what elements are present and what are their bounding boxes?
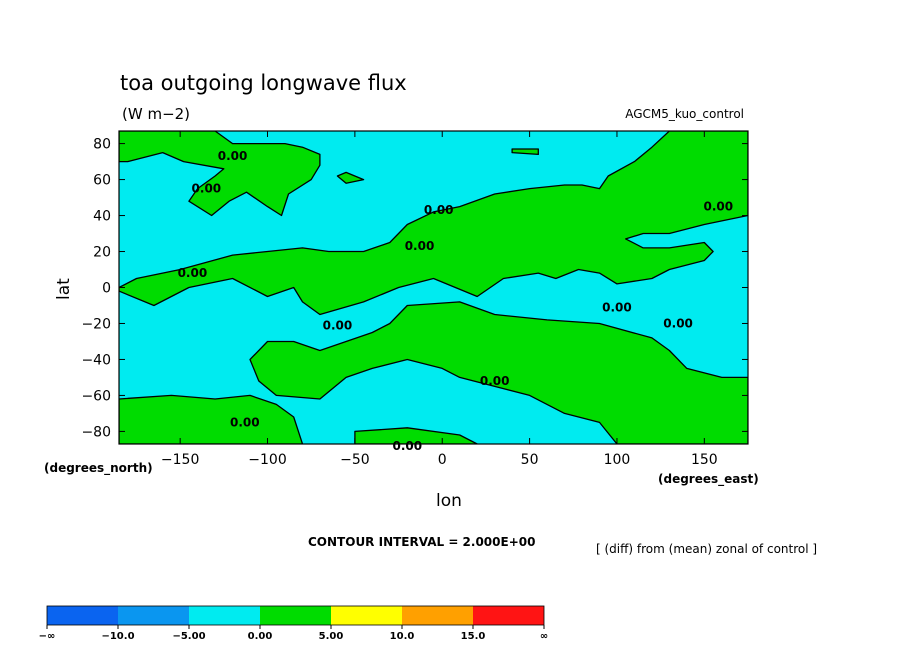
y-axis-label: lat	[54, 278, 74, 300]
x-units-label: (degrees_east)	[658, 472, 759, 487]
y-tick-label: −20	[81, 316, 111, 332]
positive-region-5	[336, 171, 365, 184]
legend-label: 5.00	[319, 631, 344, 642]
contour-label-2: 0.00	[178, 266, 208, 280]
contour-label-7: 0.00	[480, 374, 510, 388]
legend-swatch	[473, 606, 544, 625]
chart-units: (W m−2)	[122, 105, 190, 123]
positive-region-1	[119, 131, 748, 316]
contour-label-0: 0.00	[218, 149, 248, 163]
x-tick-label: 100	[604, 452, 631, 468]
legend-label: −5.00	[172, 631, 205, 642]
y-tick-label: −60	[81, 388, 111, 404]
contour-interval: CONTOUR INTERVAL = 2.000E+00	[308, 535, 535, 549]
x-axis-label: lon	[436, 491, 462, 511]
x-tick-label: −50	[340, 452, 370, 468]
y-tick-label: 80	[93, 137, 111, 153]
legend-swatch	[47, 606, 118, 625]
positive-region-0	[119, 131, 321, 217]
x-tick-label: 0	[438, 452, 447, 468]
positive-region-3	[119, 394, 304, 444]
y-tick-label: −40	[81, 352, 111, 368]
y-tick-label: 0	[102, 281, 111, 297]
x-tick-label: −150	[161, 452, 199, 468]
contour-label-8: 0.00	[392, 439, 422, 453]
legend-label: −10.0	[101, 631, 134, 642]
y-tick-label: −80	[81, 424, 111, 440]
contour-fill-group	[119, 131, 748, 444]
x-tick-label: 50	[521, 452, 539, 468]
x-tick-label: 150	[691, 452, 718, 468]
y-tick-label: 20	[93, 245, 111, 261]
contour-label-6: 0.00	[424, 203, 454, 217]
contour-label-group: 0.00 0.00 0.00 0.00 0.00 0.00 0.00 0.00 0.00 0.00…	[178, 149, 734, 453]
x-tick-label: −100	[248, 452, 286, 468]
contour-label-11: 0.00	[703, 200, 733, 214]
contour-label-9: 0.00	[602, 300, 632, 314]
y-tick-label: 60	[93, 173, 111, 189]
legend-label: 15.0	[461, 631, 486, 642]
legend-label: −∞	[39, 631, 56, 642]
color-legend: −∞ −10.0 −5.00 0.00 5.00 10.0 15.0 ∞	[39, 605, 548, 642]
contour-label-3: 0.00	[230, 415, 260, 429]
chart-title: toa outgoing longwave flux	[120, 71, 407, 95]
x-axis: −150 −100 −50 0 50 100 150	[161, 131, 718, 468]
y-tick-label: 40	[93, 209, 111, 225]
contour-label-4: 0.00	[323, 318, 353, 332]
legend-swatch	[118, 606, 189, 625]
contour-label-1: 0.00	[192, 182, 222, 196]
legend-swatch	[402, 606, 473, 625]
positive-region-6	[511, 148, 539, 156]
legend-frame	[46, 605, 545, 626]
y-axis: 80 60 40 20 0 −20 −40 −60 −80	[81, 137, 748, 440]
contour-label-10: 0.00	[663, 316, 693, 330]
legend-label: 10.0	[390, 631, 415, 642]
legend-label: 0.00	[248, 631, 273, 642]
legend-swatch	[331, 606, 402, 625]
legend-swatch	[189, 606, 260, 625]
contour-label-5: 0.00	[405, 239, 435, 253]
description: [ (diff) from (mean) zonal of control ]	[596, 542, 817, 556]
legend-label: ∞	[540, 631, 548, 642]
model-name: AGCM5_kuo_control	[625, 107, 744, 121]
y-units-label: (degrees_north)	[44, 461, 153, 476]
legend-swatch	[260, 606, 331, 625]
positive-region-2	[249, 301, 748, 444]
